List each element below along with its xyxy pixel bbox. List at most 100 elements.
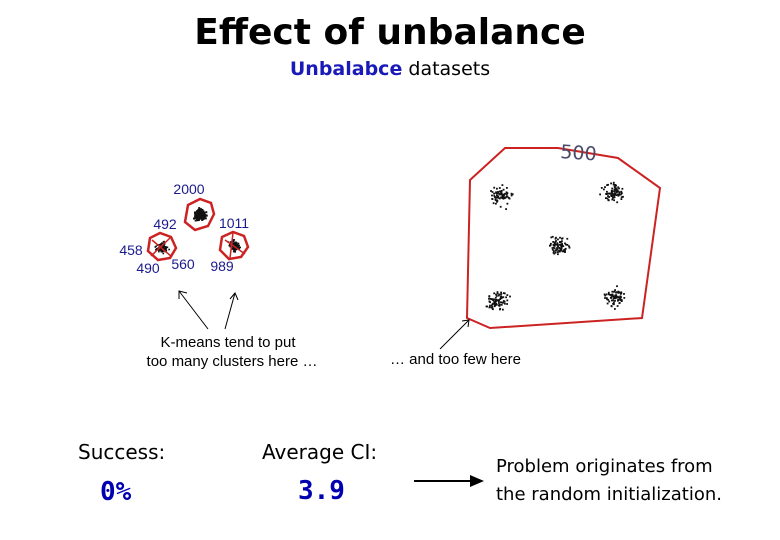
success-label: Success:	[78, 440, 166, 464]
data-point	[618, 291, 620, 294]
data-point	[619, 296, 621, 299]
data-point	[198, 210, 200, 213]
data-point	[499, 205, 502, 208]
data-point	[616, 189, 619, 192]
data-point	[498, 293, 501, 296]
data-point	[496, 192, 498, 194]
data-point	[230, 241, 232, 243]
data-point	[502, 188, 505, 191]
cluster-label: 492	[153, 216, 177, 232]
data-point	[614, 308, 616, 310]
cluster-label: 989	[210, 258, 234, 274]
data-point	[493, 194, 496, 197]
data-point	[619, 298, 622, 301]
data-point	[201, 210, 204, 213]
data-point	[498, 197, 501, 200]
data-point	[550, 242, 552, 245]
data-point	[498, 299, 500, 301]
data-point	[203, 213, 206, 216]
data-point	[618, 302, 621, 305]
data-point	[614, 297, 617, 299]
data-point	[620, 196, 623, 199]
data-point	[500, 303, 503, 306]
data-point	[561, 242, 563, 245]
problem-note: Problem originates from the random initi…	[496, 453, 722, 509]
data-point	[499, 301, 502, 304]
data-point	[618, 193, 621, 196]
data-point	[599, 193, 601, 196]
data-point	[614, 189, 617, 191]
subtitle-highlight: Unbalabce	[289, 58, 403, 80]
data-point	[495, 192, 497, 194]
data-point	[202, 211, 205, 214]
data-point	[495, 196, 498, 199]
data-point	[198, 207, 201, 210]
data-point	[200, 215, 203, 217]
data-point	[488, 297, 490, 300]
data-point	[618, 187, 620, 190]
data-point	[489, 304, 491, 307]
data-point	[608, 300, 611, 303]
data-point	[236, 245, 238, 247]
data-point	[604, 186, 606, 188]
data-point	[600, 187, 603, 189]
data-point	[564, 249, 566, 252]
data-point	[506, 192, 509, 194]
split-line	[151, 239, 173, 258]
data-point	[495, 303, 498, 306]
data-point	[198, 208, 201, 211]
split-line	[229, 232, 234, 259]
data-point	[553, 252, 556, 255]
data-point	[612, 302, 614, 305]
data-point	[556, 242, 559, 245]
data-point	[611, 299, 613, 302]
small-clusters-caption-line2: too many clusters here …	[147, 353, 318, 370]
data-point	[557, 238, 559, 241]
data-point	[229, 245, 232, 248]
small-clusters	[146, 197, 250, 262]
data-point	[495, 295, 498, 297]
data-point	[493, 298, 495, 301]
data-point	[617, 190, 620, 193]
data-point	[558, 243, 561, 246]
data-point	[497, 294, 500, 297]
data-point	[495, 202, 497, 205]
data-point	[612, 297, 615, 300]
data-point	[505, 208, 507, 210]
data-point	[614, 289, 616, 291]
data-point	[199, 208, 202, 211]
data-point	[621, 192, 623, 195]
data-point	[500, 291, 502, 294]
data-point	[608, 293, 610, 296]
data-point	[506, 299, 509, 302]
data-point	[491, 194, 493, 197]
data-point	[502, 292, 505, 294]
data-point	[613, 190, 615, 193]
data-point	[613, 185, 616, 188]
data-point	[568, 245, 570, 248]
data-point	[616, 201, 619, 204]
small-clusters-caption-line1: K-means tend to put	[160, 334, 296, 351]
data-point	[493, 186, 496, 189]
data-point	[615, 296, 618, 298]
data-point	[496, 299, 499, 302]
data-point	[155, 248, 158, 250]
data-point	[605, 293, 608, 296]
data-point	[611, 195, 613, 198]
data-point	[196, 217, 199, 220]
data-point	[617, 296, 620, 299]
data-point	[498, 302, 500, 304]
pointer-arrows	[178, 290, 470, 350]
data-point	[498, 300, 500, 303]
data-point	[494, 301, 497, 303]
data-point	[494, 196, 496, 199]
data-point	[499, 297, 502, 300]
data-point	[505, 296, 507, 299]
data-point	[551, 248, 554, 251]
data-point	[497, 192, 500, 194]
data-point	[612, 183, 615, 186]
problem-note-line2: the random initialization.	[496, 484, 722, 505]
data-point	[495, 199, 497, 202]
data-point	[564, 251, 566, 253]
large-clusters-caption: … and too few here	[390, 351, 521, 368]
